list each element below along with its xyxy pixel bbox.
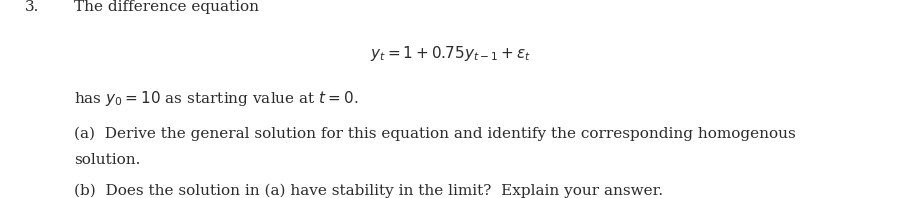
Text: (a)  Derive the general solution for this equation and identify the correspondin: (a) Derive the general solution for this… <box>74 126 796 141</box>
Text: has $y_0 = 10$ as starting value at $t = 0$.: has $y_0 = 10$ as starting value at $t =… <box>74 89 358 108</box>
Text: $y_t = 1 + 0.75y_{t-1} + \varepsilon_t$: $y_t = 1 + 0.75y_{t-1} + \varepsilon_t$ <box>371 44 531 63</box>
Text: 3.: 3. <box>25 0 40 14</box>
Text: solution.: solution. <box>74 153 141 167</box>
Text: (b)  Does the solution in (a) have stability in the limit?  Explain your answer.: (b) Does the solution in (a) have stabil… <box>74 184 663 198</box>
Text: The difference equation: The difference equation <box>74 0 259 14</box>
